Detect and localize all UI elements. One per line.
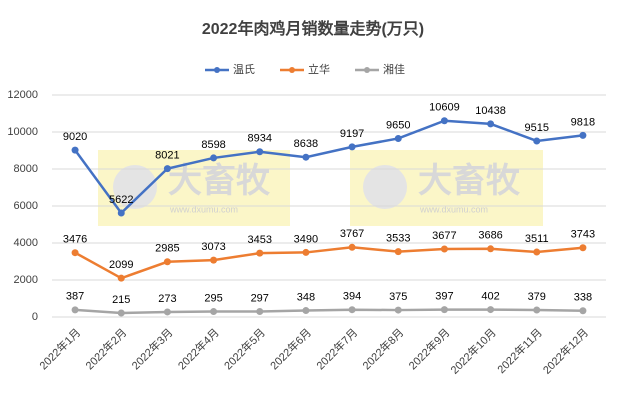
legend-label: 温氏 (233, 63, 255, 76)
watermark-subtext: www.dxumu.com (419, 204, 488, 214)
legend-marker (289, 67, 295, 73)
data-label: 402 (481, 290, 499, 302)
data-label: 295 (204, 292, 222, 304)
series-line (74, 246, 584, 280)
legend-marker (214, 67, 220, 73)
data-point (394, 134, 402, 142)
data-label: 3476 (63, 234, 87, 246)
data-point (348, 243, 356, 251)
legend-marker (364, 67, 370, 73)
y-tick-label: 10000 (7, 126, 38, 138)
data-point (533, 248, 541, 256)
data-label: 387 (66, 291, 84, 303)
data-point (440, 117, 448, 125)
data-label: 215 (112, 294, 130, 306)
data-label: 3533 (386, 233, 410, 245)
data-label: 3490 (294, 233, 318, 245)
data-label: 297 (251, 292, 269, 304)
data-point (348, 143, 356, 151)
legend-label: 湘佳 (383, 62, 405, 76)
data-point (348, 306, 356, 314)
data-label: 3453 (248, 234, 272, 246)
data-point (394, 248, 402, 256)
data-label: 375 (389, 291, 407, 303)
data-label: 9197 (340, 128, 364, 140)
data-label: 5622 (109, 194, 133, 206)
data-point (117, 209, 125, 217)
data-label: 394 (343, 291, 361, 303)
y-tick-label: 12000 (7, 89, 38, 101)
data-point (440, 245, 448, 253)
y-tick-label: 8000 (14, 163, 38, 175)
y-tick-label: 0 (32, 311, 38, 323)
series-line (74, 308, 583, 315)
data-point (579, 131, 587, 139)
y-tick-label: 2000 (14, 274, 38, 286)
data-point (256, 148, 264, 156)
data-label: 9020 (63, 131, 87, 143)
data-label: 3743 (571, 229, 595, 241)
watermark-subtext: www.dxumu.com (169, 204, 238, 214)
data-label: 3686 (478, 230, 502, 242)
data-point (117, 309, 125, 317)
data-label: 2099 (109, 259, 133, 271)
data-label: 273 (158, 293, 176, 305)
data-label: 8638 (294, 138, 318, 150)
data-point (117, 274, 125, 282)
data-point (256, 249, 264, 257)
watermark-text: 大畜牧 (418, 161, 521, 200)
watermark-text: 大畜牧 (168, 161, 271, 200)
data-point (394, 306, 402, 314)
data-point (579, 307, 587, 315)
data-point (210, 308, 218, 316)
data-point (210, 256, 218, 264)
data-label: 3767 (340, 228, 364, 240)
data-point (440, 306, 448, 314)
data-point (210, 154, 218, 162)
data-point (487, 306, 495, 314)
data-point (163, 308, 171, 316)
data-point (487, 120, 495, 128)
watermark: 大畜牧 www.dxumu.com 大畜牧 www.dxumu.com (98, 150, 543, 226)
data-point (71, 306, 79, 314)
data-label: 9818 (571, 116, 595, 128)
data-label: 8021 (155, 150, 179, 162)
data-point (533, 306, 541, 314)
data-point (487, 245, 495, 253)
data-point (256, 308, 264, 316)
data-label: 9515 (525, 122, 549, 134)
data-label: 8934 (248, 133, 272, 145)
legend-label: 立华 (308, 62, 330, 76)
data-label: 10438 (475, 105, 506, 117)
y-tick-label: 4000 (14, 237, 38, 249)
data-label: 10609 (429, 102, 460, 114)
series-line (74, 119, 584, 215)
data-label: 397 (435, 291, 453, 303)
data-point (579, 244, 587, 252)
chart-title: 2022年肉鸡月销数量走势(万只) (202, 19, 424, 38)
data-label: 3677 (432, 230, 456, 242)
data-label: 348 (297, 291, 315, 303)
watermark-logo (113, 165, 157, 209)
data-point (302, 153, 310, 161)
data-label: 338 (574, 292, 592, 304)
data-label: 8598 (201, 139, 225, 151)
data-point (71, 146, 79, 154)
data-point (71, 249, 79, 257)
y-tick-label: 6000 (14, 200, 38, 212)
data-label: 379 (528, 291, 546, 303)
watermark-logo (363, 165, 407, 209)
data-label: 3511 (525, 233, 549, 245)
data-point (163, 258, 171, 266)
data-label: 3073 (201, 241, 225, 253)
data-point (302, 248, 310, 256)
data-label: 2985 (155, 243, 179, 255)
data-point (163, 165, 171, 173)
data-label: 9650 (386, 119, 410, 131)
data-point (302, 307, 310, 315)
data-point (533, 137, 541, 145)
